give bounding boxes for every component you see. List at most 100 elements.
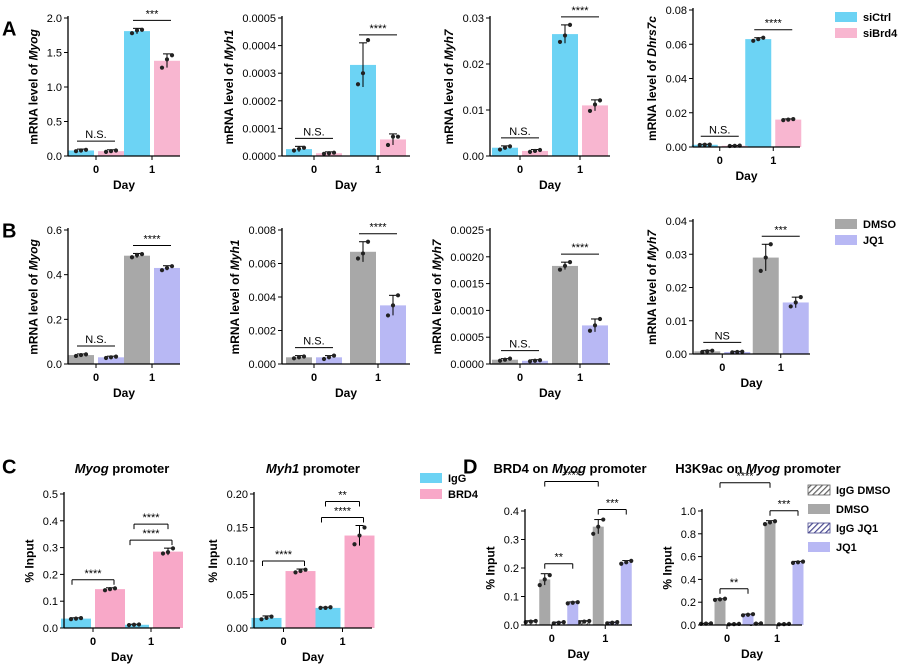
sig-label-D2: ****: [736, 471, 754, 483]
y-tick-label-A1: 1.5: [47, 48, 62, 60]
data-point-B4: [710, 348, 715, 353]
bar-C1-IgG-day0: [61, 618, 91, 628]
data-point-B3: [537, 358, 543, 363]
x-tick-label-D2: 0: [724, 633, 730, 645]
x-axis-label-D1: Day: [567, 647, 589, 661]
data-point-A3: [597, 98, 603, 103]
data-point-D2: [717, 597, 723, 602]
x-tick-label-B4: 0: [719, 362, 725, 374]
data-point-A3: [567, 22, 573, 27]
bar-B4-DMSO-day1: [752, 257, 779, 354]
bar-B4-JQ1-day1: [782, 302, 809, 354]
y-tick-label-B4: 0.03: [666, 249, 687, 261]
x-tick-label-D1: 1: [602, 633, 608, 645]
bar-D1-DMSO-day1: [592, 526, 604, 625]
data-point-A1: [73, 149, 79, 154]
y-tick-label-A4: 0.00: [666, 142, 687, 154]
chart-A4: 0.00 0.02 0.04 0.06 0.08 0 1 Day mRNA level of D…: [645, 5, 898, 183]
data-point-D1: [561, 620, 566, 625]
y-tick-label-C1: 0.0: [43, 623, 58, 635]
y-axis-label-A4: mRNA level of Dhrs7c: [645, 16, 659, 141]
data-point-B4: [758, 268, 763, 273]
data-point-B2: [395, 293, 401, 298]
data-point-B2: [390, 303, 396, 308]
bar-A4-siBrd4-day1: [775, 119, 802, 147]
data-point-B3: [497, 358, 503, 363]
data-point-D1: [570, 600, 575, 605]
data-point-A4: [786, 117, 791, 122]
data-point-A2: [365, 37, 371, 43]
bar-A2-siCtrl-day0: [286, 149, 312, 156]
y-tick-label-D1: 0.3: [504, 535, 519, 547]
sig-label-A3: N.S.: [509, 126, 530, 138]
y-tick-label-A2: 0.0003: [242, 68, 276, 80]
y-tick-label-C2: 0.10: [227, 556, 248, 568]
data-point-B2: [296, 355, 302, 360]
data-point-B4: [700, 349, 705, 355]
sig-label-D2: ***: [778, 499, 792, 511]
data-point-C1: [73, 616, 79, 621]
sig-label-B1: ****: [143, 233, 161, 245]
data-point-D1: [547, 573, 552, 578]
sig-label-D1: **: [554, 552, 563, 564]
bar-B2-DMSO-day1: [350, 251, 376, 364]
data-point-B4: [705, 349, 710, 354]
sig-label-A1: ***: [146, 8, 160, 20]
x-tick-label-B2: 0: [311, 372, 317, 384]
x-axis-label-A2: Day: [335, 178, 357, 192]
x-axis-label-A3: Day: [539, 178, 561, 192]
sig-label-D1: ****: [563, 470, 581, 482]
legend-label-siBrd4: siBrd4: [863, 28, 898, 40]
sig-label-B3: N.S.: [509, 339, 530, 351]
data-point-A3: [502, 145, 508, 150]
data-point-C1: [78, 615, 84, 621]
y-tick-label-B1: 0.0: [47, 359, 62, 371]
data-point-A1: [159, 65, 165, 70]
legend-swatch-IgG-DMSO: [807, 484, 831, 496]
data-point-D1: [629, 558, 634, 563]
bar-C1-BRD4-day1: [153, 551, 183, 628]
x-tick-label-C2: 1: [339, 636, 345, 648]
y-tick-label-A2: 0.0002: [242, 96, 276, 108]
y-tick-label-B4: 0.04: [666, 216, 687, 228]
bar-B1-DMSO-day0: [68, 355, 94, 364]
data-point-B1: [139, 252, 145, 257]
sig-label-A4: N.S.: [709, 124, 730, 136]
data-point-C1: [68, 617, 74, 622]
data-point-B4: [798, 295, 803, 300]
data-point-B1: [134, 252, 140, 258]
data-point-C2: [362, 525, 367, 530]
data-point-C1: [107, 587, 113, 592]
panel-label-D1: D: [463, 457, 477, 479]
y-tick-label-B3: 0.0025: [450, 225, 484, 237]
data-point-B2: [301, 354, 307, 359]
panel-label-B1: B: [2, 221, 16, 243]
bar-D1-JQ1-day0: [567, 602, 579, 625]
y-tick-label-B1: 0.4: [47, 270, 62, 282]
data-point-D1: [615, 620, 620, 625]
data-point-B3: [532, 358, 538, 363]
x-tick-label-B4: 1: [778, 362, 784, 374]
x-axis-label-B3: Day: [539, 386, 561, 400]
legend-B4: DMSO JQ1: [835, 219, 896, 247]
y-tick-label-C2: 0.20: [227, 489, 248, 501]
data-point-D1: [591, 531, 596, 536]
x-tick-label-A2: 1: [375, 164, 381, 176]
data-point-B3: [507, 356, 513, 361]
x-tick-label-C1: 0: [90, 636, 96, 648]
legend-label-BRD4: BRD4: [448, 489, 479, 501]
x-tick-label-D1: 0: [549, 633, 555, 645]
data-point-A3: [527, 149, 533, 154]
data-point-A1: [83, 147, 89, 152]
y-tick-label-C1: 0.1: [43, 596, 58, 608]
sig-label-C2: **: [338, 489, 347, 501]
data-point-A1: [134, 28, 140, 33]
bar-A1-siCtrl-day1: [124, 31, 150, 156]
data-point-C1: [136, 622, 142, 627]
data-point-D1: [523, 620, 528, 625]
plots-layer: A 0.0 0.5 1.0 1.5 2.0 0 1 Day mRNA level of Myog N…: [2, 5, 898, 664]
data-point-B1: [164, 265, 170, 271]
data-point-D1: [542, 577, 547, 582]
legend-label-DMSO: DMSO: [863, 219, 896, 231]
